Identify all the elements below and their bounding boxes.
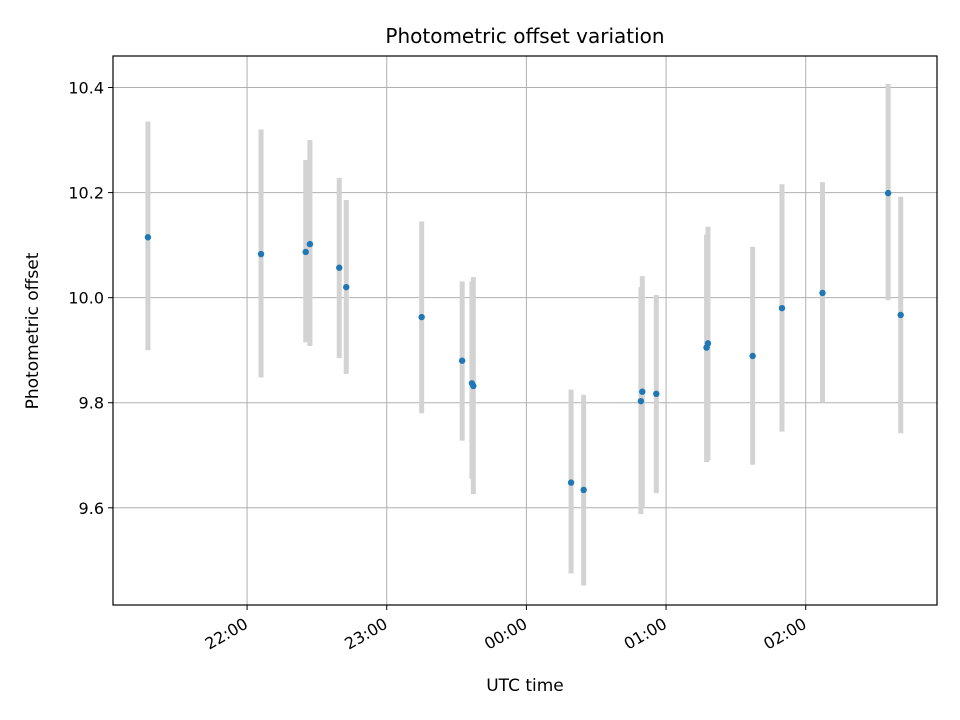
x-axis-label: UTC time xyxy=(486,676,564,696)
data-point xyxy=(567,479,575,486)
data-point xyxy=(302,248,309,256)
data-point xyxy=(653,390,660,398)
data-point xyxy=(819,289,826,297)
y-tick-label: 10.4 xyxy=(68,79,104,98)
y-tick-label: 10.0 xyxy=(68,289,104,308)
y-tick-label: 9.6 xyxy=(79,499,104,518)
chart-title: Photometric offset variation xyxy=(385,24,664,48)
data-point xyxy=(704,340,712,347)
data-point xyxy=(637,397,645,405)
y-tick-label: 9.8 xyxy=(79,394,104,413)
data-points xyxy=(144,189,904,494)
data-point xyxy=(458,357,466,364)
data-point xyxy=(897,311,904,319)
grid xyxy=(113,56,937,605)
data-point xyxy=(336,264,343,271)
data-point xyxy=(580,486,587,494)
data-point xyxy=(257,250,265,258)
data-point xyxy=(639,388,646,395)
data-point xyxy=(144,234,152,241)
y-tick-label: 10.2 xyxy=(68,184,104,203)
y-axis-label: Photometric offset xyxy=(23,252,43,409)
data-point xyxy=(418,313,425,321)
data-point xyxy=(306,240,314,248)
plot-frame xyxy=(112,55,938,606)
data-point xyxy=(884,189,892,197)
data-point xyxy=(470,382,477,390)
data-point xyxy=(343,283,350,291)
data-point xyxy=(749,352,756,360)
data-point xyxy=(778,304,786,312)
